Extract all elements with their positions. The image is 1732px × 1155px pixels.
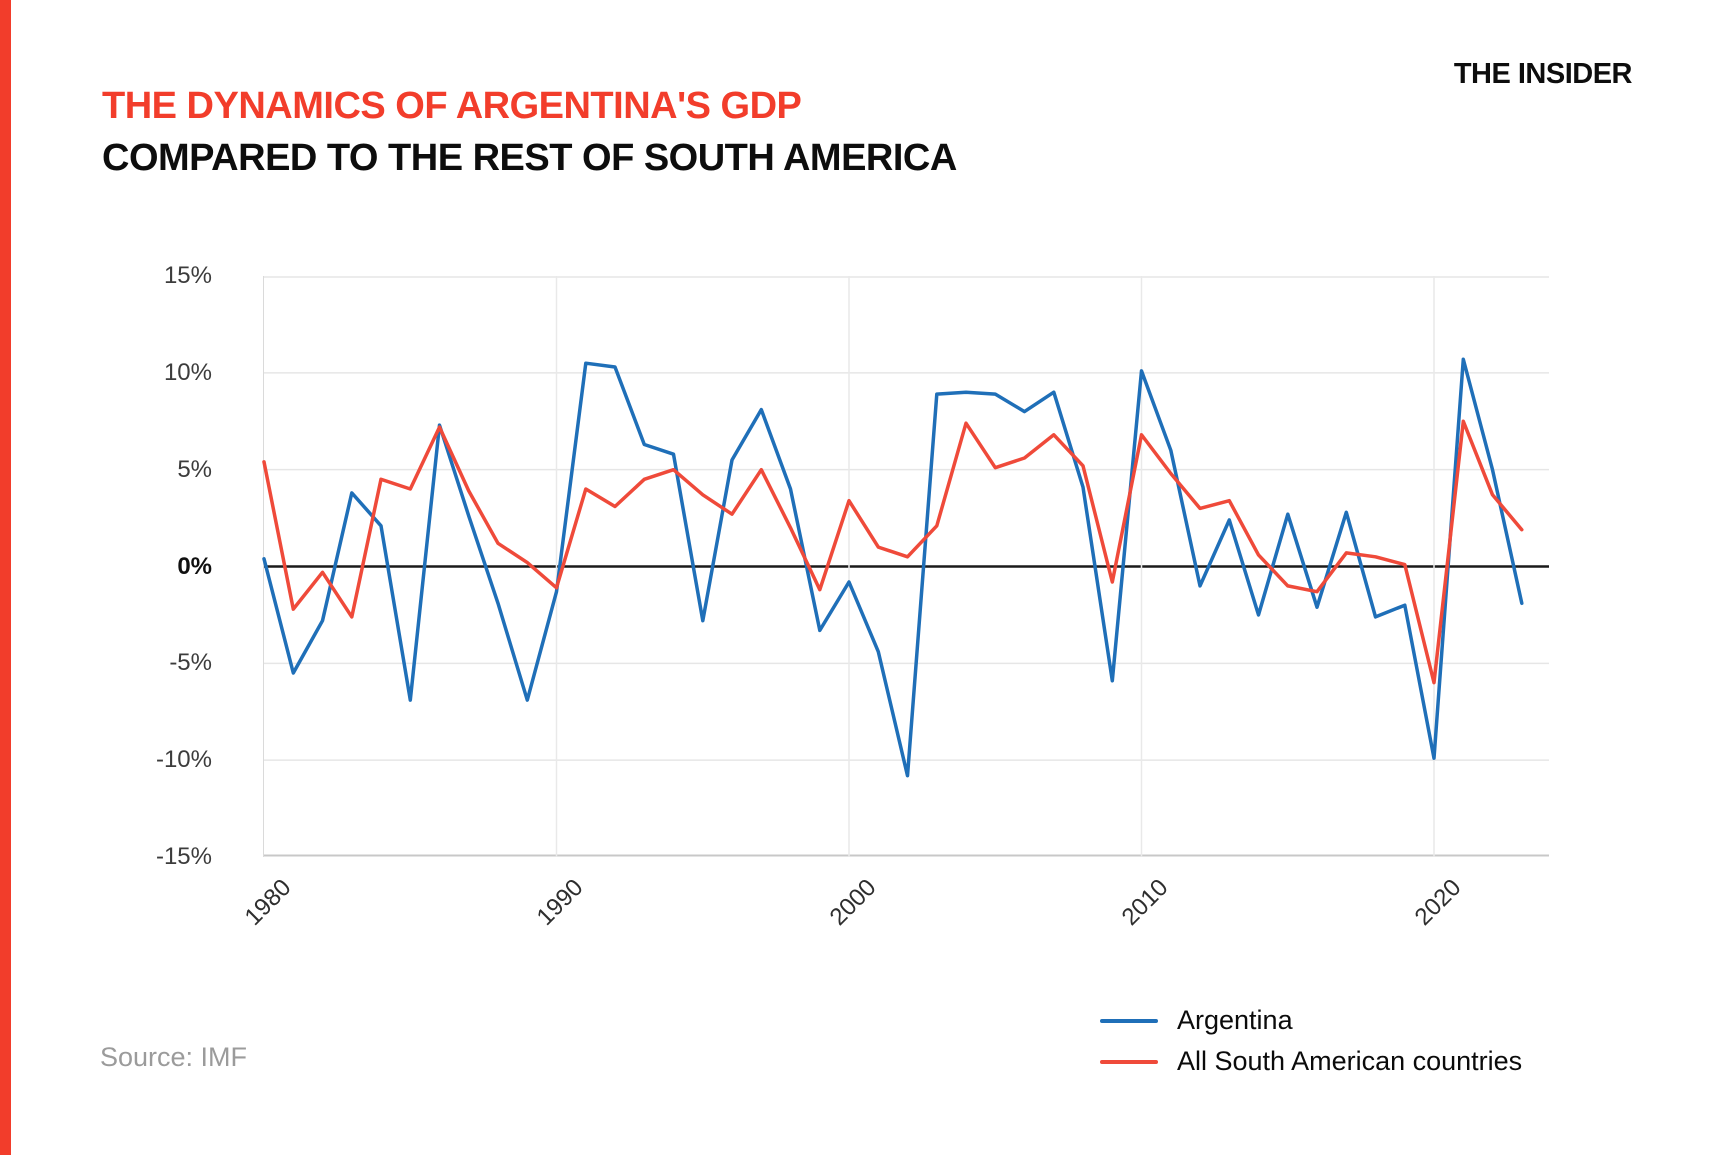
chart-legend: Argentina All South American countries bbox=[1100, 1000, 1522, 1082]
x-axis-label: 2000 bbox=[824, 874, 882, 931]
y-axis-label: 0% bbox=[177, 552, 212, 580]
left-accent-bar bbox=[0, 0, 11, 1155]
y-axis-label: -10% bbox=[155, 746, 212, 774]
x-axis-label: 1990 bbox=[531, 874, 589, 931]
plot-svg bbox=[262, 276, 1549, 857]
legend-label: All South American countries bbox=[1177, 1046, 1523, 1076]
x-axis-label: 2020 bbox=[1409, 874, 1467, 931]
south-america-series-line bbox=[262, 419, 1524, 685]
page-title-line2: COMPARED TO THE REST OF SOUTH AMERICA bbox=[102, 137, 957, 179]
gdp-line-chart: 15% 10% 5% 0% -5% -10% -15% 1980 1990 2000 2010 20… bbox=[0, 262, 1732, 956]
plot-area bbox=[262, 276, 1549, 857]
legend-label: Argentina bbox=[1177, 1005, 1293, 1035]
page-title: THE DYNAMICS OF ARGENTINA'S GDP COMPARED… bbox=[102, 80, 957, 184]
page-title-line1: THE DYNAMICS OF ARGENTINA'S GDP bbox=[102, 85, 802, 127]
y-axis-label: 15% bbox=[163, 262, 212, 289]
y-axis-label: 10% bbox=[163, 358, 212, 386]
source-note: Source: IMF bbox=[100, 1042, 248, 1072]
brand-logo: THE INSIDER bbox=[1453, 58, 1633, 90]
argentina-line-swatch bbox=[1100, 1018, 1158, 1023]
x-axis-label: 2010 bbox=[1116, 874, 1174, 931]
south-america-line-swatch bbox=[1100, 1059, 1158, 1064]
legend-item-argentina: Argentina bbox=[1100, 1000, 1522, 1041]
x-axis-label: 1980 bbox=[239, 874, 297, 931]
y-axis-label: -5% bbox=[169, 649, 212, 677]
legend-item-south-america: All South American countries bbox=[1100, 1041, 1522, 1082]
y-axis-label: -15% bbox=[155, 843, 212, 870]
y-axis-label: 5% bbox=[177, 455, 212, 483]
